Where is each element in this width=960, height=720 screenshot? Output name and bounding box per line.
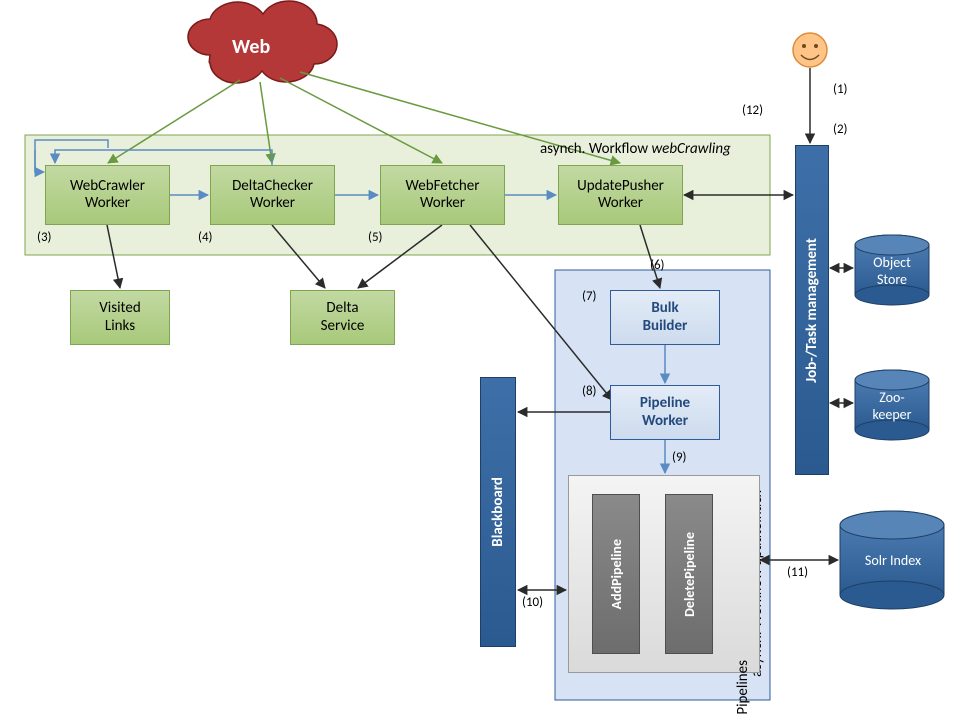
step-5: (5) — [368, 230, 382, 245]
updatepusher-worker: UpdatePusherWorker — [558, 165, 683, 225]
add-pipeline: AddPipeline — [592, 494, 640, 654]
visited-links: VisitedLinks — [70, 290, 170, 345]
smiley-icon — [793, 33, 827, 67]
deltachecker-worker: DeltaCheckerWorker — [210, 165, 335, 225]
pipelines-label: Pipelines — [734, 660, 752, 715]
step-9: (9) — [672, 450, 686, 465]
step-12: (12) — [742, 103, 763, 118]
webfetcher-worker: WebFetcherWorker — [380, 165, 505, 225]
object-store-label: ObjectStore — [866, 254, 918, 288]
step-4: (4) — [198, 230, 212, 245]
step-6: (6) — [650, 258, 664, 273]
solr-label: Solr Index — [858, 552, 928, 569]
step-2: (2) — [833, 122, 847, 137]
pipeline-worker: PipelineWorker — [610, 385, 720, 440]
step-1: (1) — [833, 82, 847, 97]
step-11: (11) — [787, 565, 808, 580]
step-3: (3) — [37, 230, 51, 245]
step-8: (8) — [582, 384, 596, 399]
workflow1-label: asynch. Workflow webCrawling — [540, 140, 731, 158]
delete-pipeline: DeletePipeline — [665, 494, 713, 654]
webcrawler-worker: WebCrawlerWorker — [45, 165, 170, 225]
job-task-management: Job-/Task management — [795, 145, 829, 475]
blackboard: Blackboard — [480, 377, 516, 647]
delta-service: DeltaService — [290, 290, 395, 345]
zookeeper-label: Zoo-keeper — [866, 389, 918, 423]
step-10: (10) — [522, 595, 543, 610]
bulk-builder: BulkBuilder — [610, 290, 720, 345]
cloud-label: Web — [232, 35, 270, 59]
step-7: (7) — [582, 289, 596, 304]
